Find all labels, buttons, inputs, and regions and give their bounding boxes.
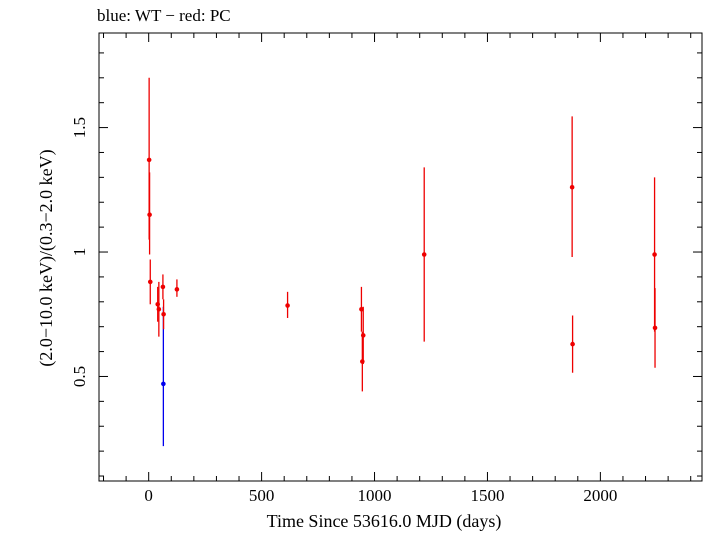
data-point [161,381,166,387]
y-tick-label: 1 [70,248,89,257]
chart-title: blue: WT − red: PC [97,6,231,25]
data-point [570,341,575,347]
x-tick-label: 0 [144,486,153,505]
data-point [285,303,290,308]
data-point [652,325,658,331]
data-point [161,311,166,317]
data-point [359,306,364,312]
data-point [160,284,166,290]
plot-frame [98,32,703,482]
y-tick-label: 1.5 [70,117,89,138]
ticks-layer: 0 500 1000 1500 2000 0.5 1 1.5 [70,33,702,505]
data-point [652,252,657,257]
data-layer [146,77,658,447]
x-tick-label: 500 [249,486,275,505]
y-axis-label: (2.0−10.0 keV)/(0.3−2.0 keV) [36,149,57,366]
x-axis-label: Time Since 53616.0 MJD (days) [267,511,502,532]
data-point [147,279,153,285]
data-point [156,306,162,312]
data-point [147,212,152,217]
data-point [360,333,366,338]
data-point [421,252,427,257]
data-point [146,157,152,163]
x-tick-label: 2000 [583,486,617,505]
y-tick-label: 0.5 [70,366,89,387]
data-point [360,359,365,364]
data-point [569,185,575,190]
data-point [174,287,180,292]
x-tick-label: 1000 [358,486,392,505]
x-tick-label: 1500 [470,486,504,505]
